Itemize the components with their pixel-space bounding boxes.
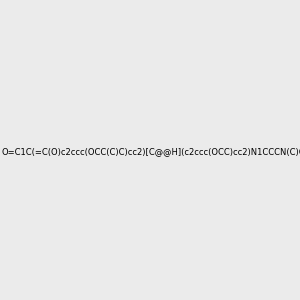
- Text: O=C1C(=C(O)c2ccc(OCC(C)C)cc2)[C@@H](c2ccc(OCC)cc2)N1CCCN(C)C: O=C1C(=C(O)c2ccc(OCC(C)C)cc2)[C@@H](c2cc…: [2, 147, 300, 156]
